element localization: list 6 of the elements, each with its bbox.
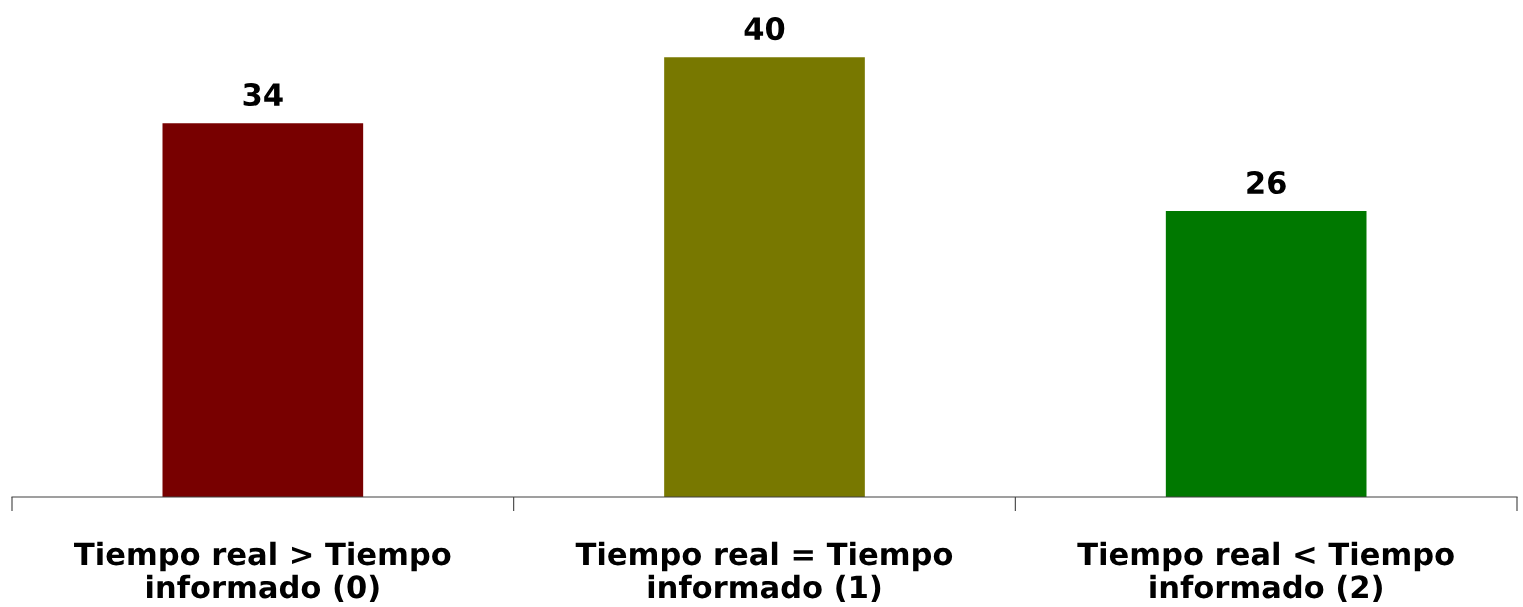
x-tick-label: Tiempo real > Tiempo informado (0) xyxy=(74,541,451,603)
data-label: 26 xyxy=(1247,170,1286,195)
x-tick-label: Tiempo real = Tiempo informado (1) xyxy=(575,541,953,603)
data-label: 40 xyxy=(744,17,785,41)
data-label: 34 xyxy=(243,83,283,107)
x-tick-label: Tiempo real < Tiempo informado (2) xyxy=(1077,541,1454,603)
